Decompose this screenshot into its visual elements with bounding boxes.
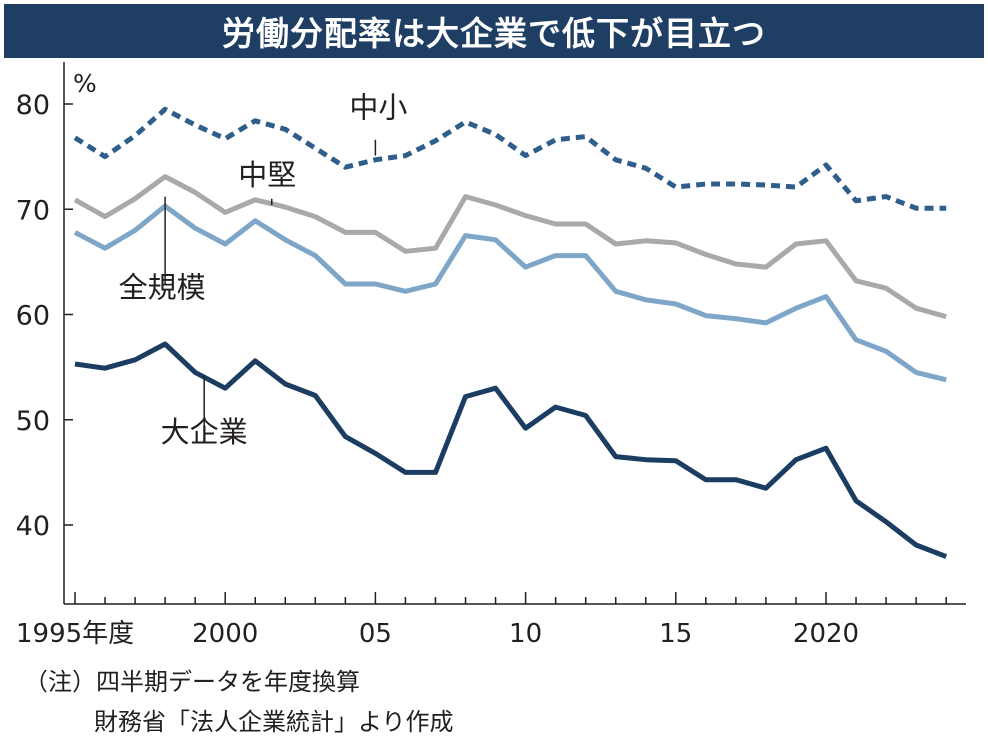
x-tick-label: 05 <box>359 619 392 649</box>
series-label-medium: 中堅 <box>238 158 296 192</box>
y-tick-label: 70 <box>16 195 50 226</box>
note-line-1: （注）四半期データを年度換算 <box>24 668 360 696</box>
series-label-all: 全規模 <box>119 271 206 305</box>
series-line-all <box>73 203 947 383</box>
x-tick-label: 2000 <box>192 619 258 649</box>
x-tick-label: 15 <box>659 619 692 649</box>
x-tick-label: 2020 <box>793 619 859 649</box>
series-label-large: 大企業 <box>161 415 248 449</box>
y-tick-label: 60 <box>16 301 50 332</box>
chart-title: 労働分配率は大企業で低下が目立つ <box>222 14 766 53</box>
series-label-small: 中小 <box>349 91 407 125</box>
series-line-small <box>73 106 947 211</box>
note-line-2: 財務省「法人企業統計」より作成 <box>94 708 454 736</box>
y-tick-label: 80 <box>16 90 50 121</box>
y-tick-label: 50 <box>16 406 50 437</box>
y-axis-unit: % <box>73 69 97 98</box>
series-line-medium <box>73 174 947 320</box>
x-tick-label: 10 <box>509 619 542 649</box>
title-bar: 労働分配率は大企業で低下が目立つ <box>4 4 984 58</box>
series-line-large <box>74 341 948 559</box>
line-chart: 40 50 60 70 80% 1995年度 2000 05 10 15 2020 中小中堅全規模大企… <box>16 62 966 649</box>
x-tick-label: 1995年度 <box>16 619 134 649</box>
y-tick-label: 40 <box>16 511 50 542</box>
